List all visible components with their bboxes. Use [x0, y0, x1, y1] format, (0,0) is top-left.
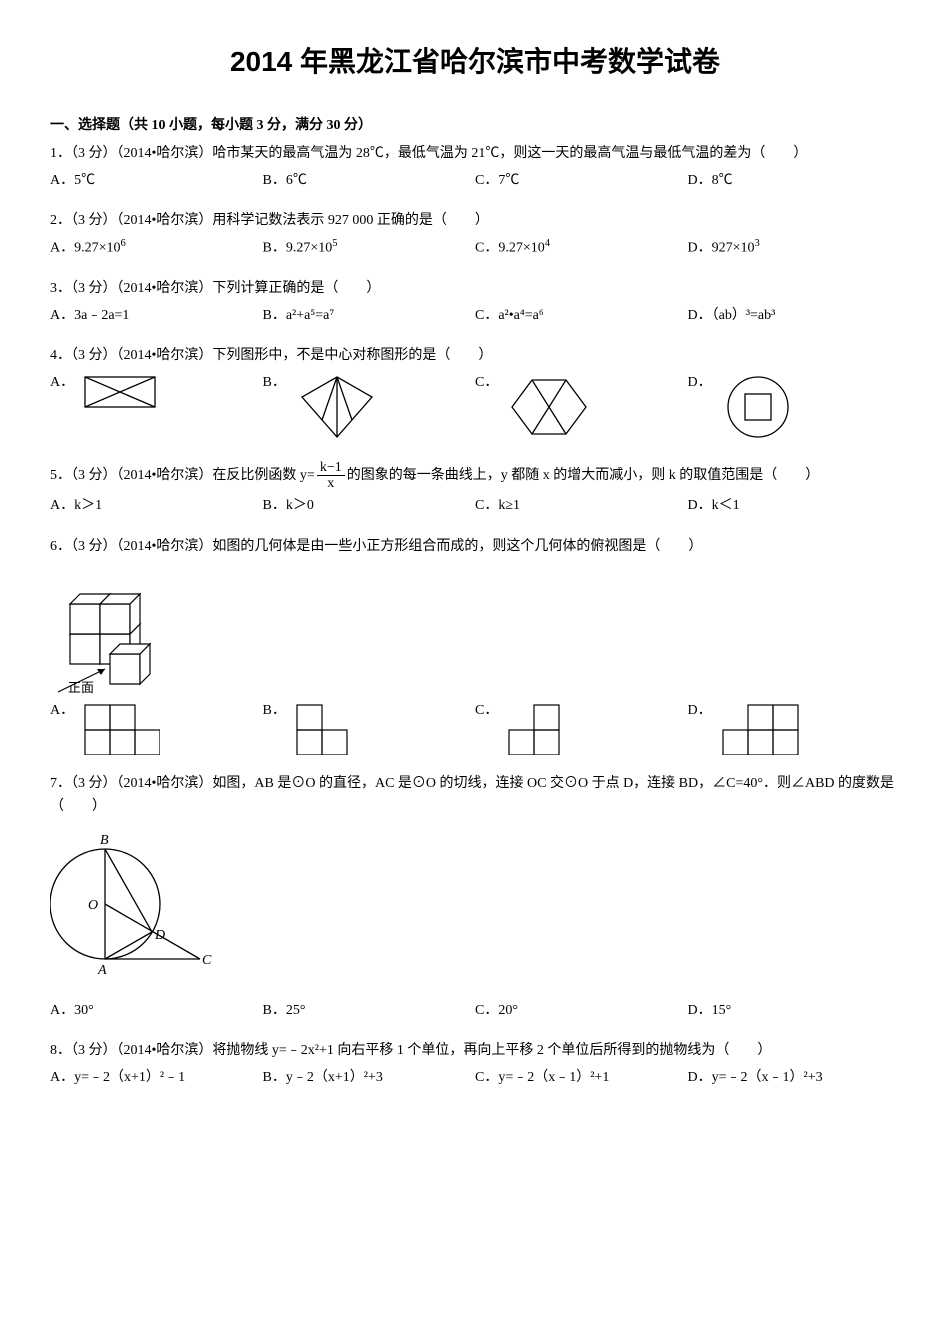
- q8-option-d: D．y=﹣2（x﹣1）²+3: [688, 1067, 901, 1089]
- q5-pre: 5．（3 分）（2014•哈尔滨）在反比例函数: [50, 468, 300, 483]
- q5-option-b: B．k＞0: [263, 495, 476, 517]
- q5-post: 的图象的每一条曲线上，y 都随 x 的增大而减小，则 k 的取值范围是（ ）: [347, 468, 820, 483]
- q5-option-c: C．k≥1: [475, 495, 688, 517]
- q5-yeq: y=: [300, 468, 315, 483]
- q4-option-c: C．: [475, 372, 688, 442]
- q5-option-a: A．k＞1: [50, 495, 263, 517]
- q4-figure-a: [80, 372, 160, 412]
- q8-option-c: C．y=﹣2（x﹣1）²+1: [475, 1067, 688, 1089]
- q7-figure: B O D A C: [50, 824, 220, 994]
- page-title: 2014 年黑龙江省哈尔滨市中考数学试卷: [50, 40, 900, 85]
- q5-frac-num: k−1: [317, 460, 345, 476]
- q8-option-a: A．y=﹣2（x+1）²﹣1: [50, 1067, 263, 1089]
- q2-c-sup: 4: [545, 238, 550, 249]
- q3-text: 3．（3 分）（2014•哈尔滨）下列计算正确的是（ ）: [50, 278, 900, 300]
- question-8: 8．（3 分）（2014•哈尔滨）将抛物线 y=﹣2x²+1 向右平移 1 个单…: [50, 1040, 900, 1089]
- question-2: 2．（3 分）（2014•哈尔滨）用科学记数法表示 927 000 正确的是（ …: [50, 210, 900, 260]
- q7-option-d: D．15°: [688, 1000, 901, 1022]
- question-1: 1．（3 分）（2014•哈尔滨）哈市某天的最高气温为 28℃，最低气温为 21…: [50, 143, 900, 192]
- question-7: 7．（3 分）（2014•哈尔滨）如图，AB 是⊙O 的直径，AC 是⊙O 的切…: [50, 773, 900, 1022]
- q1-option-b: B．6℃: [263, 170, 476, 192]
- q4-b-label: B．: [263, 372, 286, 394]
- q6-text: 6．（3 分）（2014•哈尔滨）如图的几何体是由一些小正方形组合而成的，则这个…: [50, 536, 900, 558]
- q7-label-o: O: [88, 898, 98, 913]
- question-4: 4．（3 分）（2014•哈尔滨）下列图形中，不是中心对称图形的是（ ） A． …: [50, 345, 900, 441]
- q6-figure-b: [292, 700, 352, 755]
- q5-text: 5．（3 分）（2014•哈尔滨）在反比例函数 y=k−1x的图象的每一条曲线上…: [50, 460, 900, 492]
- q2-option-a: A．9.27×106: [50, 236, 263, 260]
- q5-fraction: k−1x: [317, 460, 345, 492]
- q6-figure-d: [718, 700, 803, 755]
- q4-figure-c: [504, 372, 594, 442]
- q7-label-c: C: [202, 953, 212, 968]
- q6-option-d: D．: [688, 700, 901, 755]
- q5-option-d: D．k＜1: [688, 495, 901, 517]
- q6-option-b: B．: [263, 700, 476, 755]
- q6-front-label: 正面: [68, 680, 94, 694]
- q7-label-d: D: [154, 928, 165, 943]
- q1-text: 1．（3 分）（2014•哈尔滨）哈市某天的最高气温为 28℃，最低气温为 21…: [50, 143, 900, 165]
- q4-c-label: C．: [475, 372, 498, 394]
- q7-label-b: B: [100, 833, 109, 848]
- q5-frac-den: x: [317, 476, 345, 491]
- q7-label-a: A: [97, 963, 107, 978]
- q3-option-b: B．a²+a⁵=a⁷: [263, 305, 476, 327]
- q4-option-b: B．: [263, 372, 476, 442]
- q6-d-label: D．: [688, 700, 712, 722]
- q4-option-a: A．: [50, 372, 263, 442]
- q4-a-label: A．: [50, 372, 74, 394]
- q2-option-b: B．9.27×105: [263, 236, 476, 260]
- q2-a-pre: A．9.27×10: [50, 241, 121, 256]
- q1-option-d: D．8℃: [688, 170, 901, 192]
- q6-main-figure: 正面: [50, 564, 190, 694]
- q6-option-c: C．: [475, 700, 688, 755]
- section-header: 一、选择题（共 10 小题，每小题 3 分，满分 30 分）: [50, 115, 900, 137]
- q4-figure-b: [292, 372, 382, 442]
- q2-b-sup: 5: [332, 238, 337, 249]
- q8-text: 8．（3 分）（2014•哈尔滨）将抛物线 y=﹣2x²+1 向右平移 1 个单…: [50, 1040, 900, 1062]
- question-6: 6．（3 分）（2014•哈尔滨）如图的几何体是由一些小正方形组合而成的，则这个…: [50, 536, 900, 755]
- q2-option-c: C．9.27×104: [475, 236, 688, 260]
- q6-figure-c: [504, 700, 564, 755]
- question-3: 3．（3 分）（2014•哈尔滨）下列计算正确的是（ ） A．3a﹣2a=1 B…: [50, 278, 900, 327]
- q2-a-sup: 6: [121, 238, 126, 249]
- q2-text: 2．（3 分）（2014•哈尔滨）用科学记数法表示 927 000 正确的是（ …: [50, 210, 900, 232]
- q2-option-d: D．927×103: [688, 236, 901, 260]
- q2-c-pre: C．9.27×10: [475, 241, 545, 256]
- q2-d-sup: 3: [755, 238, 760, 249]
- q6-b-label: B．: [263, 700, 286, 722]
- q4-text: 4．（3 分）（2014•哈尔滨）下列图形中，不是中心对称图形的是（ ）: [50, 345, 900, 367]
- question-5: 5．（3 分）（2014•哈尔滨）在反比例函数 y=k−1x的图象的每一条曲线上…: [50, 460, 900, 518]
- q2-d-pre: D．927×10: [688, 241, 755, 256]
- q4-option-d: D．: [688, 372, 901, 442]
- q1-option-c: C．7℃: [475, 170, 688, 192]
- q7-option-c: C．20°: [475, 1000, 688, 1022]
- q3-option-c: C．a²•a⁴=a⁶: [475, 305, 688, 327]
- q6-a-label: A．: [50, 700, 74, 722]
- q4-figure-d: [718, 372, 798, 442]
- q6-c-label: C．: [475, 700, 498, 722]
- q8-option-b: B．y﹣2（x+1）²+3: [263, 1067, 476, 1089]
- q7-text: 7．（3 分）（2014•哈尔滨）如图，AB 是⊙O 的直径，AC 是⊙O 的切…: [50, 773, 900, 818]
- q1-option-a: A．5℃: [50, 170, 263, 192]
- q3-option-a: A．3a﹣2a=1: [50, 305, 263, 327]
- q2-b-pre: B．9.27×10: [263, 241, 333, 256]
- q7-option-b: B．25°: [263, 1000, 476, 1022]
- q6-figure-a: [80, 700, 160, 755]
- q6-option-a: A．: [50, 700, 263, 755]
- q7-option-a: A．30°: [50, 1000, 263, 1022]
- q3-option-d: D．（ab）³=ab³: [688, 305, 901, 327]
- q4-d-label: D．: [688, 372, 712, 394]
